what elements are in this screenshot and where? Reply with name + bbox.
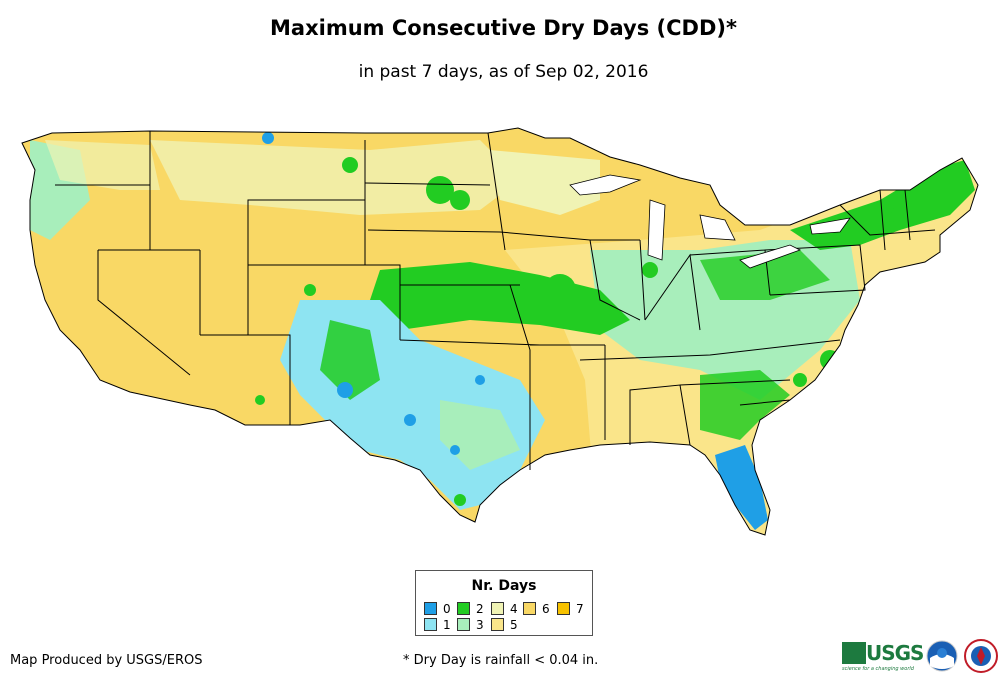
northeast-green — [790, 160, 975, 250]
noaa-logo-icon — [926, 640, 958, 672]
nm-green — [320, 320, 380, 400]
florida-blue — [715, 445, 768, 530]
map-subtitle: in past 7 days, as of Sep 02, 2016 — [358, 62, 649, 82]
state-borders — [21, 127, 979, 536]
legend-label-0: 0 — [443, 602, 451, 616]
legend-item-4: 4 — [491, 602, 518, 616]
legend-label-1: 1 — [443, 618, 451, 632]
legend-label-5: 5 — [510, 618, 518, 632]
mn-pale — [490, 150, 600, 215]
usgs-tagline: science for a changing world — [842, 666, 914, 672]
scattered-green — [255, 157, 909, 506]
legend-item-2: 2 — [457, 602, 484, 616]
nws-logo-icon — [964, 639, 998, 673]
legend-label-4: 4 — [510, 602, 518, 616]
legend-label-6: 6 — [542, 602, 550, 616]
legend-swatch-2 — [457, 602, 470, 615]
usgs-logo: USGS — [842, 641, 924, 665]
credit-text: Map Produced by USGS/EROS — [10, 653, 203, 668]
kansas-green — [370, 262, 630, 335]
legend-item-5: 5 — [491, 618, 518, 632]
legend-label-7: 7 — [576, 602, 584, 616]
footnote-text: * Dry Day is rainfall < 0.04 in. — [403, 653, 599, 668]
legend-swatch-1 — [424, 618, 437, 631]
logos: USGS science for a changing world — [842, 636, 1002, 680]
usgs-mark-icon — [842, 642, 866, 664]
legend-swatch-3 — [457, 618, 470, 631]
ohio-green — [700, 250, 830, 300]
legend-title: Nr. Days — [471, 578, 537, 594]
legend-label-3: 3 — [476, 618, 484, 632]
legend-swatch-0 — [424, 602, 437, 615]
map-fill-layer — [22, 128, 978, 535]
tx-moist — [440, 400, 520, 470]
legend-swatch-5 — [491, 618, 504, 631]
legend-swatch-6 — [523, 602, 536, 615]
legend-item-0: 0 — [424, 602, 451, 616]
legend-item-3: 3 — [457, 618, 484, 632]
legend: Nr. Days 0 1 2 3 4 5 6 7 — [415, 570, 593, 636]
legend-swatch-4 — [491, 602, 504, 615]
nw-pale — [45, 140, 160, 190]
scattered-blue — [262, 132, 485, 455]
usgs-wordmark: USGS — [866, 641, 924, 665]
great-lakes — [569, 174, 851, 269]
legend-item-6: 6 — [523, 602, 550, 616]
legend-swatch-7 — [557, 602, 570, 615]
legend-label-2: 2 — [476, 602, 484, 616]
map-title: Maximum Consecutive Dry Days (CDD)* — [270, 16, 737, 40]
legend-item-1: 1 — [424, 618, 451, 632]
legend-item-7: 7 — [557, 602, 584, 616]
